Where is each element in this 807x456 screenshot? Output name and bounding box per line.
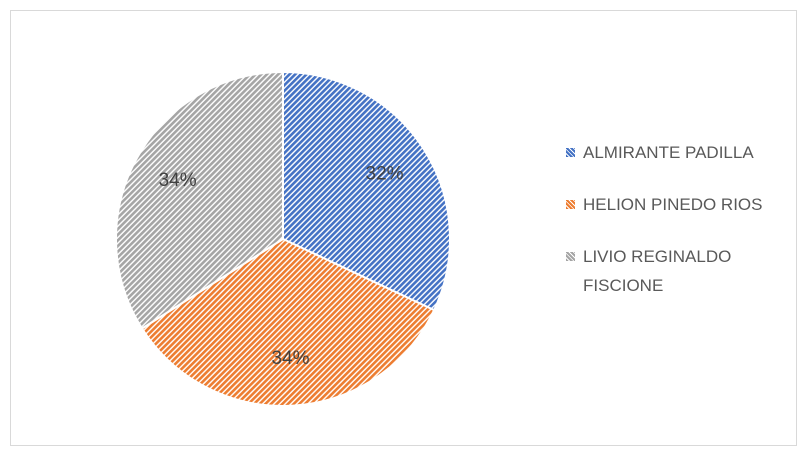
legend-label: HELION PINEDO RIOS — [583, 195, 763, 214]
legend-swatch — [566, 200, 575, 209]
legend-item: HELION PINEDO RIOS — [566, 190, 796, 219]
legend-swatch — [566, 148, 575, 157]
legend: ALMIRANTE PADILLA HELION PINEDO RIOS LIVIO… — [566, 138, 796, 323]
chart-area — [10, 10, 797, 446]
legend-label: LIVIO REGINALDO FISCIONE — [583, 247, 732, 295]
data-label: 34% — [272, 348, 310, 369]
pie-slice — [115, 70, 284, 330]
chart: 32% 34% 34% — [115, 70, 451, 407]
legend-label: ALMIRANTE PADILLA — [583, 143, 754, 162]
legend-swatch — [566, 252, 575, 261]
pie-slice — [282, 70, 451, 312]
legend-item: LIVIO REGINALDO FISCIONE — [566, 242, 796, 300]
pie-slice — [140, 237, 436, 407]
legend-item: ALMIRANTE PADILLA — [566, 138, 796, 167]
data-label: 32% — [366, 164, 404, 185]
data-label: 34% — [159, 170, 197, 191]
